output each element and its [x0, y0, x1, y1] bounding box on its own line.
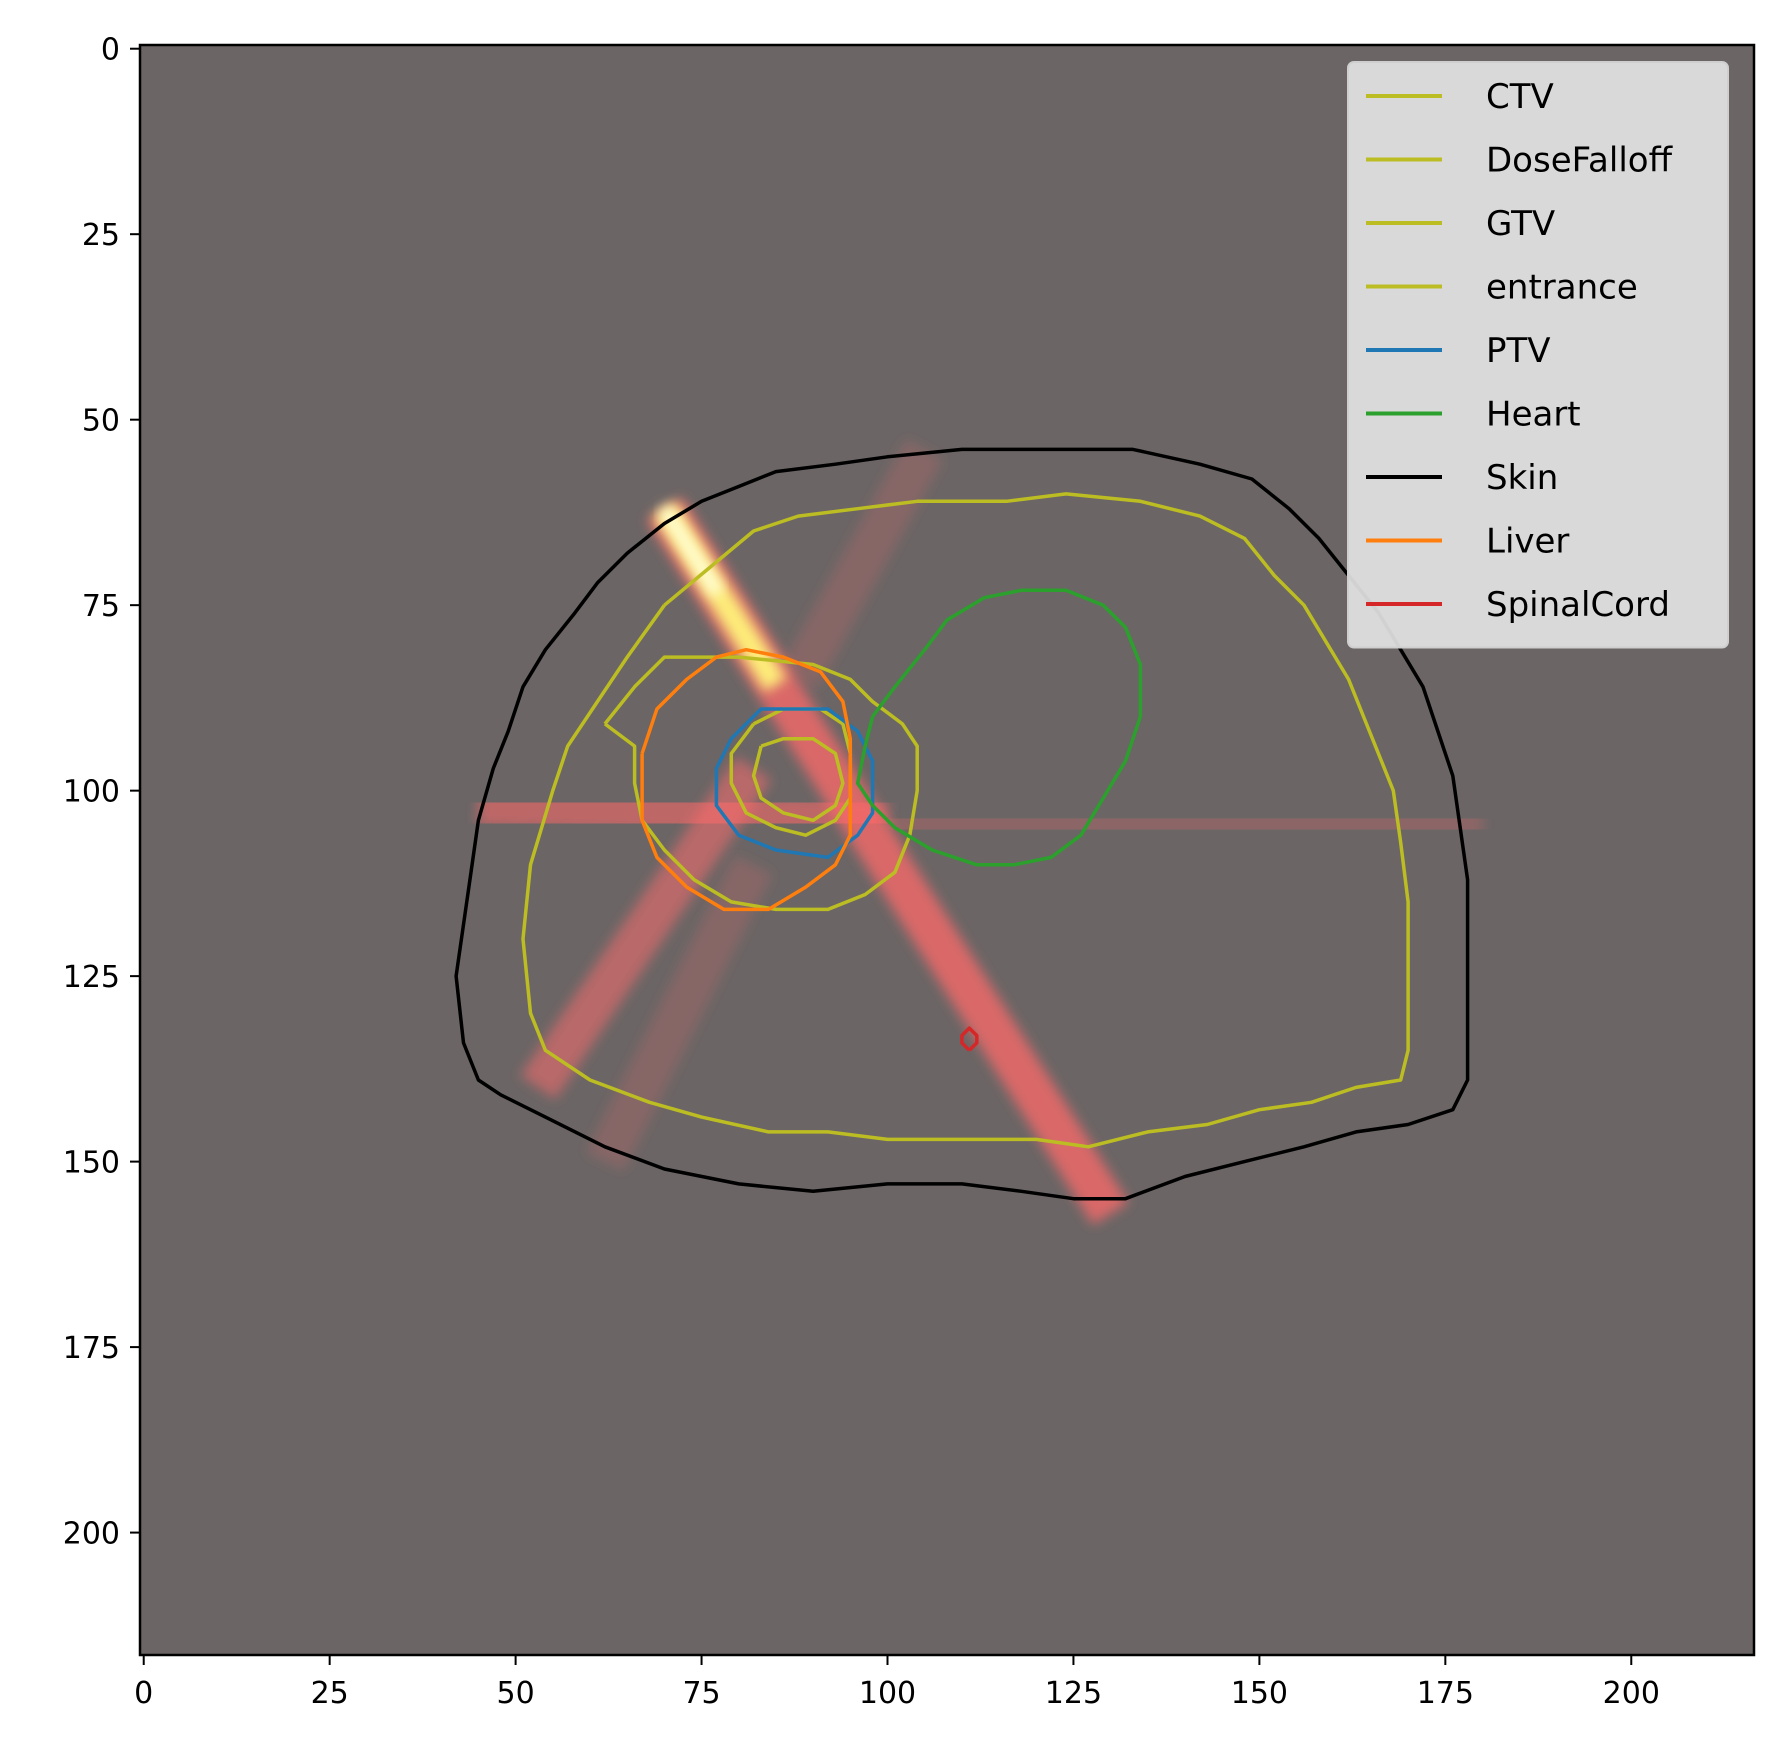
legend-entry: SpinalCord	[1366, 585, 1670, 625]
x-tick-label: 200	[1603, 1676, 1660, 1711]
contour-entrance	[751, 736, 845, 823]
x-tick-label: 50	[497, 1676, 535, 1711]
legend-box	[1347, 61, 1729, 649]
y-tick-label: 175	[63, 1331, 120, 1366]
legend-label: SpinalCord	[1486, 585, 1670, 625]
legend-label: PTV	[1486, 331, 1551, 371]
x-axis: 0 25 50 75 100 125 150 175 200	[134, 1655, 1660, 1711]
dose-beam	[586, 855, 773, 1172]
legend-label: CTV	[1486, 77, 1554, 117]
dose-beam	[520, 756, 772, 1100]
contour-spinalcord	[960, 1026, 979, 1052]
dose-beam	[887, 799, 1483, 849]
legend-label: DoseFalloff	[1486, 141, 1674, 181]
x-tick-label: 0	[134, 1676, 153, 1711]
dose-beam-peak	[658, 504, 724, 598]
dose-beam	[646, 497, 1129, 1225]
legend-label: entrance	[1486, 268, 1638, 308]
x-tick-label: 100	[859, 1676, 916, 1711]
legend-entry: PTV	[1366, 331, 1551, 371]
x-tick-label: 25	[311, 1676, 349, 1711]
contour-heart	[855, 588, 1143, 867]
y-tick-label: 25	[82, 218, 120, 253]
y-tick-label: 100	[63, 775, 120, 810]
dose-beam-glow	[586, 855, 773, 1172]
y-tick-label: 0	[101, 33, 120, 68]
legend-label: Heart	[1486, 395, 1581, 435]
legend-entry: entrance	[1366, 268, 1638, 308]
y-tick-label: 75	[82, 589, 120, 624]
contour-liver	[640, 647, 853, 912]
dose-beam-glow	[887, 799, 1483, 849]
legend-entry: DoseFalloff	[1366, 141, 1674, 181]
x-tick-label: 150	[1231, 1676, 1288, 1711]
y-tick-label: 200	[63, 1517, 120, 1552]
y-tick-label: 50	[82, 404, 120, 439]
legend-label: Liver	[1486, 522, 1569, 562]
legend-entry: Heart	[1366, 395, 1581, 435]
y-tick-label: 150	[63, 1146, 120, 1181]
legend-label: Skin	[1486, 458, 1558, 498]
legend-entry: GTV	[1366, 204, 1555, 244]
contour-dosefalloff	[521, 492, 1410, 1149]
dose-beam-glow	[779, 439, 944, 690]
contour-ptv	[714, 707, 875, 860]
x-tick-label: 175	[1417, 1676, 1474, 1711]
y-axis: 0 25 50 75 100 125 150 175 200	[63, 33, 140, 1552]
structure-contours	[454, 447, 1470, 1201]
legend-entry: CTV	[1366, 77, 1554, 117]
x-tick-label: 125	[1045, 1676, 1102, 1711]
contour-skin	[454, 447, 1470, 1201]
plot-frame	[138, 43, 1756, 1657]
contour-ctv	[603, 655, 919, 912]
dose-beam-glow	[520, 756, 772, 1100]
legend-label: GTV	[1486, 204, 1555, 244]
x-tick-label: 75	[682, 1676, 720, 1711]
dose-beam	[779, 439, 944, 690]
y-tick-label: 125	[63, 960, 120, 995]
legend: CTV DoseFalloff GTV entrance PTV Heart Skin Liv…	[1347, 61, 1729, 649]
legend-entry: Skin	[1366, 458, 1558, 498]
legend-entry: Liver	[1366, 522, 1569, 562]
